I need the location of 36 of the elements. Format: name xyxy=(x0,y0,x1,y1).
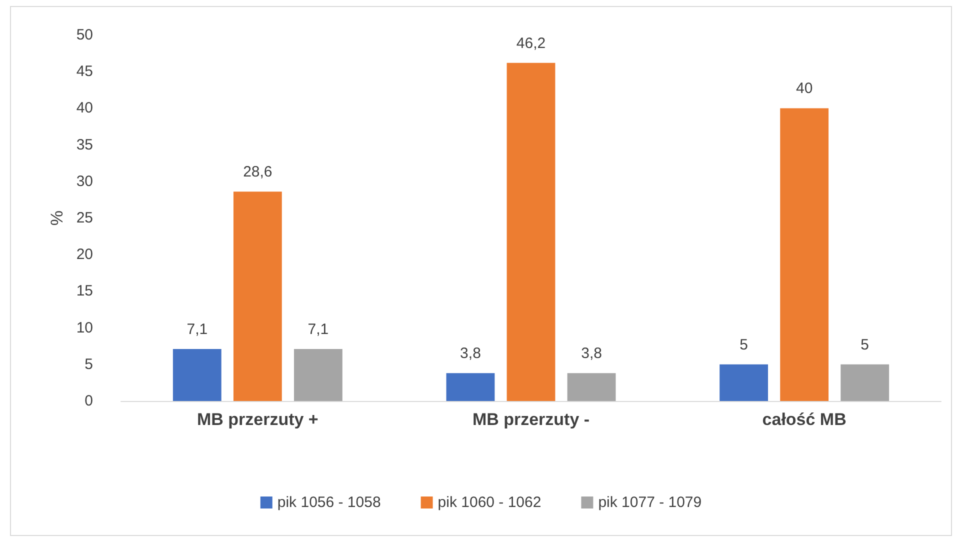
bar xyxy=(840,364,890,401)
y-tick-label: 20 xyxy=(76,246,93,264)
legend-label: pik 1056 - 1058 xyxy=(277,494,381,511)
data-label: 28,6 xyxy=(243,164,272,181)
y-tick-label: 0 xyxy=(84,392,93,410)
data-label: 5 xyxy=(740,336,748,354)
bar xyxy=(506,62,556,401)
y-tick-label: 10 xyxy=(76,319,93,336)
x-tick-label: MB przerzuty - xyxy=(472,410,590,429)
legend-label: pik 1077 - 1079 xyxy=(598,494,702,511)
y-tick-label: 15 xyxy=(76,282,93,300)
bar xyxy=(780,108,829,401)
legend-label: pik 1060 - 1062 xyxy=(438,494,542,511)
bar xyxy=(294,349,342,401)
bar xyxy=(720,364,768,401)
data-label: 3,8 xyxy=(581,345,602,362)
bar xyxy=(233,192,282,401)
data-label: 40 xyxy=(796,80,813,98)
bar xyxy=(172,349,222,401)
data-label: 46,2 xyxy=(516,34,546,52)
y-tick-label: 5 xyxy=(84,356,93,373)
bar xyxy=(567,373,616,401)
data-label: 3,8 xyxy=(460,345,481,362)
bar xyxy=(446,373,495,401)
y-tick-label: 50 xyxy=(76,26,93,44)
x-tick-label: MB przerzuty + xyxy=(196,410,318,429)
y-tick-label: 30 xyxy=(76,172,93,190)
y-tick-label: 40 xyxy=(76,100,93,117)
data-label: 7,1 xyxy=(308,321,329,338)
y-tick-label: 45 xyxy=(76,63,93,80)
y-tick-label: 25 xyxy=(76,210,93,226)
data-label: 7,1 xyxy=(186,321,208,338)
x-tick-label: całość MB xyxy=(762,410,846,429)
y-tick-label: 35 xyxy=(76,136,93,154)
y-axis-title: % xyxy=(47,210,66,226)
data-label: 5 xyxy=(860,336,870,354)
